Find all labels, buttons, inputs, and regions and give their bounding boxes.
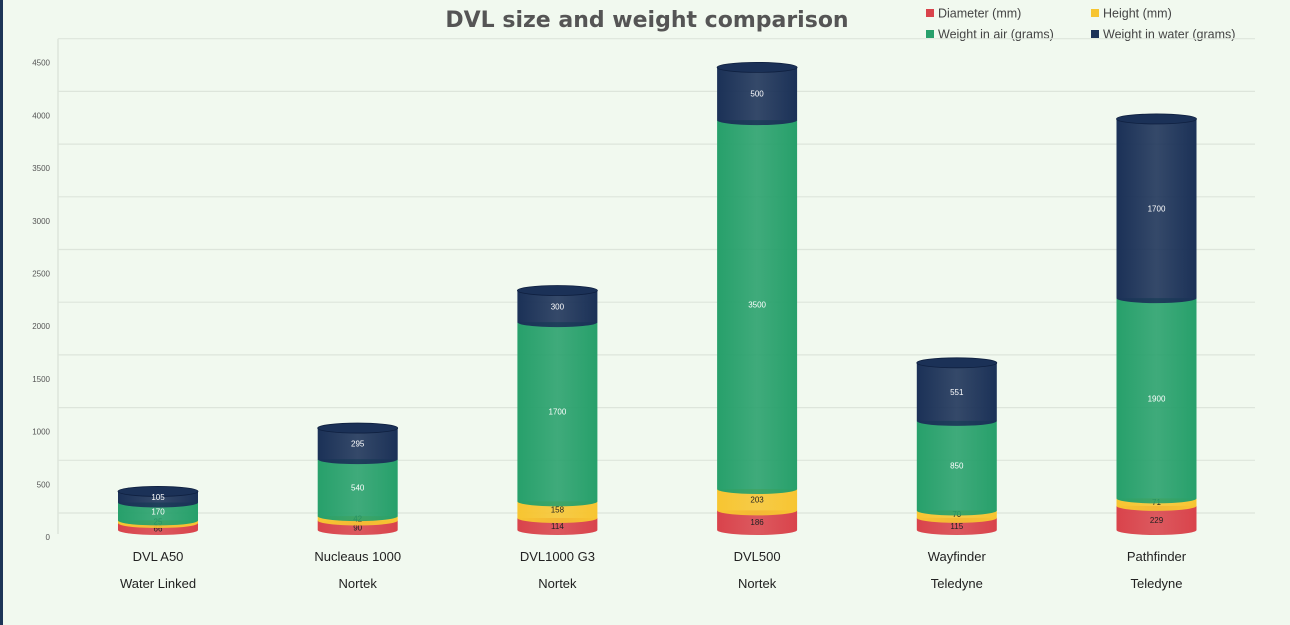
left-border	[0, 0, 3, 625]
bar-segment	[717, 510, 798, 535]
bar-segment	[916, 362, 997, 426]
x-tick-label: DVL A50	[133, 549, 184, 564]
bar-top-cap	[317, 422, 399, 434]
bar-top-cap	[1116, 113, 1197, 125]
y-tick-label: 2500	[32, 270, 50, 279]
x-tick-sublabel: Teledyne	[931, 576, 983, 591]
x-tick-sublabel: Nortek	[339, 576, 378, 591]
x-tick-sublabel: Nortek	[738, 576, 777, 591]
legend-label: Height (mm)	[1103, 7, 1172, 21]
legend-label: Diameter (mm)	[938, 7, 1021, 21]
y-tick-label: 0	[46, 533, 51, 542]
chart-title: DVL size and weight comparison	[445, 8, 848, 33]
data-label: 105	[151, 493, 165, 502]
bar-segment	[517, 501, 598, 523]
bar-segment	[517, 290, 598, 328]
data-label: 186	[750, 518, 764, 527]
data-label: 1700	[549, 408, 567, 417]
legend-swatch	[1091, 9, 1099, 17]
y-tick-label: 1500	[32, 375, 50, 384]
data-label: 295	[351, 440, 365, 449]
x-tick-sublabel: Nortek	[538, 576, 577, 591]
data-label: 170	[151, 507, 165, 516]
data-label: 115	[950, 522, 963, 531]
bar-segment	[317, 459, 398, 522]
bar-top-cap	[716, 61, 798, 73]
x-tick-sublabel: Water Linked	[120, 576, 196, 591]
y-tick-label: 500	[37, 480, 51, 489]
y-tick-label: 3500	[32, 164, 50, 173]
bar-segment	[1116, 298, 1197, 504]
legend-swatch	[926, 9, 934, 17]
bar-top-cap	[117, 486, 199, 497]
legend-label: Weight in air (grams)	[938, 28, 1054, 42]
bar-segment	[717, 488, 798, 516]
x-tick-sublabel: Teledyne	[1130, 576, 1182, 591]
legend-swatch	[1091, 30, 1099, 38]
data-label: 850	[950, 462, 964, 471]
data-label: 551	[950, 388, 964, 397]
bar-segment	[916, 420, 997, 516]
x-tick-label: Wayfinder	[928, 549, 987, 564]
x-tick-label: Nucleaus 1000	[314, 549, 401, 564]
data-label: 203	[750, 496, 764, 505]
y-tick-label: 3000	[32, 217, 50, 226]
data-label: 114	[551, 522, 564, 531]
x-tick-label: DVL500	[734, 549, 781, 564]
legend-swatch	[926, 30, 934, 38]
data-label: 66	[154, 525, 163, 534]
data-label: 90	[353, 523, 362, 532]
data-label: 1700	[1148, 205, 1166, 214]
data-label: 1900	[1148, 394, 1166, 403]
x-tick-label: DVL1000 G3	[520, 549, 595, 564]
bar-segment	[1116, 118, 1197, 304]
bar-segment	[717, 120, 798, 494]
data-label: 500	[750, 90, 764, 99]
data-label: 3500	[748, 301, 766, 310]
x-tick-label: Pathfinder	[1127, 549, 1187, 564]
bar-segment	[517, 322, 598, 507]
bar-segment	[1116, 505, 1197, 535]
bar-segment	[118, 502, 198, 526]
bar-segment	[317, 428, 398, 465]
bar-top-cap	[916, 357, 998, 369]
y-tick-label: 1000	[32, 428, 50, 437]
y-tick-label: 4500	[32, 59, 50, 68]
y-tick-label: 2000	[32, 322, 50, 331]
y-tick-label: 4000	[32, 111, 50, 120]
data-label: 300	[551, 302, 565, 311]
legend-label: Weight in water (grams)	[1103, 28, 1235, 42]
bar-segment	[717, 67, 798, 126]
data-label: 540	[351, 484, 365, 493]
bar-top-cap	[517, 285, 598, 296]
data-label: 158	[551, 506, 565, 515]
data-label: 229	[1150, 516, 1164, 525]
